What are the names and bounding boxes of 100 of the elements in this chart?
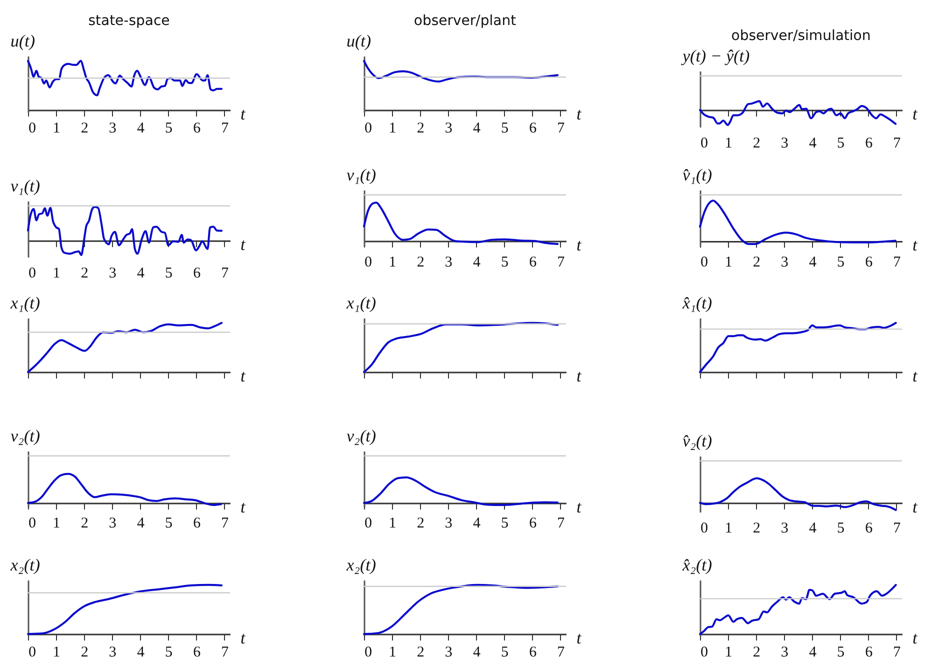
x-tick-label: 1 bbox=[388, 516, 396, 532]
y-axis-title: x̂₁(t) bbox=[682, 294, 712, 312]
chart-title: observer/plant bbox=[414, 13, 517, 29]
x-tick-label: 4 bbox=[136, 120, 145, 136]
y-axis-title: x₂(t) bbox=[346, 556, 376, 574]
x-tick-label: 6 bbox=[865, 520, 874, 536]
x-tick-label: 6 bbox=[193, 644, 202, 660]
x-tick-label: 7 bbox=[557, 254, 566, 270]
x-tick-label: 2 bbox=[752, 644, 760, 660]
x-tick-label: 6 bbox=[865, 644, 874, 660]
x-tick-label: 6 bbox=[529, 120, 538, 136]
chart-title: observer/simulation bbox=[731, 28, 871, 44]
x-axis-title: t bbox=[240, 498, 246, 516]
x-tick-label: 7 bbox=[893, 520, 902, 536]
x-tick-label: 3 bbox=[780, 254, 788, 270]
x-tick-label: 7 bbox=[893, 644, 902, 660]
x-tick-label: 0 bbox=[700, 644, 708, 660]
x-tick-label: 7 bbox=[221, 266, 230, 282]
x-axis-title: t bbox=[240, 628, 246, 648]
x-tick-label: 1 bbox=[52, 120, 60, 136]
y-axis-title: v₂(t) bbox=[10, 426, 40, 446]
x-tick-label: 0 bbox=[28, 266, 36, 282]
x-axis-title: t bbox=[576, 235, 582, 254]
x-tick-label: 2 bbox=[416, 516, 424, 532]
x-tick-label: 7 bbox=[221, 120, 230, 136]
x-axis-title: t bbox=[576, 104, 582, 124]
x-tick-label: 6 bbox=[529, 254, 538, 270]
x-tick-label: 0 bbox=[28, 644, 36, 660]
x-axis-title: t bbox=[912, 366, 918, 386]
x-tick-label: 4 bbox=[472, 516, 481, 532]
x-tick-label: 3 bbox=[780, 644, 788, 660]
x-tick-label: 4 bbox=[472, 254, 481, 270]
x-tick-label: 1 bbox=[724, 136, 732, 152]
x-tick-label: 5 bbox=[837, 254, 845, 270]
x-tick-label: 4 bbox=[808, 254, 817, 270]
x-tick-label: 3 bbox=[108, 266, 116, 282]
x-tick-label: 2 bbox=[752, 136, 760, 152]
x-axis-title: t bbox=[912, 104, 918, 124]
x-tick-label: 3 bbox=[108, 516, 116, 532]
x-axis-title: t bbox=[576, 497, 582, 516]
y-axis-title: x₁(t) bbox=[10, 294, 40, 312]
x-axis-title: t bbox=[240, 235, 246, 254]
x-tick-label: 5 bbox=[837, 136, 845, 152]
x-tick-label: 0 bbox=[364, 120, 372, 136]
x-tick-label: 1 bbox=[724, 520, 732, 536]
x-tick-label: 1 bbox=[52, 266, 60, 282]
x-axis-title: t bbox=[240, 104, 246, 124]
x-tick-label: 5 bbox=[165, 120, 173, 136]
x-tick-label: 1 bbox=[724, 254, 732, 270]
x-tick-label: 1 bbox=[724, 644, 732, 660]
x-tick-label: 7 bbox=[221, 516, 230, 532]
x-tick-label: 7 bbox=[557, 120, 566, 136]
x-tick-label: 7 bbox=[557, 516, 566, 532]
x-tick-label: 6 bbox=[529, 644, 538, 660]
x-tick-label: 0 bbox=[364, 254, 372, 270]
x-tick-label: 1 bbox=[52, 644, 60, 660]
x-tick-label: 4 bbox=[136, 516, 145, 532]
x-tick-label: 5 bbox=[837, 644, 845, 660]
x-tick-label: 6 bbox=[865, 136, 874, 152]
x-tick-label: 5 bbox=[165, 516, 173, 532]
y-axis-title: v̂₁(t) bbox=[682, 166, 712, 184]
y-axis-title: x̂₂(t) bbox=[682, 556, 712, 574]
x-tick-label: 2 bbox=[80, 644, 88, 660]
x-tick-label: 4 bbox=[472, 120, 481, 136]
x-tick-label: 6 bbox=[865, 254, 874, 270]
x-tick-label: 0 bbox=[28, 516, 36, 532]
x-tick-label: 0 bbox=[700, 136, 708, 152]
x-tick-label: 7 bbox=[557, 644, 566, 660]
y-axis-title: v₁(t) bbox=[346, 166, 376, 184]
y-axis-title: y(t) − ŷ(t) bbox=[680, 46, 750, 66]
x-tick-label: 5 bbox=[501, 254, 509, 270]
x-tick-label: 5 bbox=[837, 520, 845, 536]
x-tick-label: 3 bbox=[780, 136, 788, 152]
x-axis-title: t bbox=[912, 628, 918, 648]
x-tick-label: 2 bbox=[80, 120, 88, 136]
x-axis-title: t bbox=[912, 236, 918, 255]
x-tick-label: 2 bbox=[752, 520, 760, 536]
x-tick-label: 5 bbox=[501, 120, 509, 136]
x-tick-label: 1 bbox=[388, 120, 396, 136]
x-tick-label: 0 bbox=[700, 520, 708, 536]
x-tick-label: 1 bbox=[52, 516, 60, 532]
x-tick-label: 0 bbox=[364, 644, 372, 660]
x-tick-label: 3 bbox=[444, 120, 452, 136]
x-tick-label: 4 bbox=[136, 644, 145, 660]
x-tick-label: 3 bbox=[108, 120, 116, 136]
x-tick-label: 7 bbox=[893, 136, 902, 152]
x-tick-label: 4 bbox=[808, 520, 817, 536]
y-axis-title: x₂(t) bbox=[10, 556, 40, 574]
x-tick-label: 2 bbox=[752, 254, 760, 270]
x-tick-label: 5 bbox=[501, 644, 509, 660]
y-axis-title: v₁(t) bbox=[10, 176, 40, 196]
x-axis-title: t bbox=[912, 497, 918, 516]
x-tick-label: 1 bbox=[388, 254, 396, 270]
x-tick-label: 0 bbox=[364, 516, 372, 532]
x-tick-label: 3 bbox=[444, 516, 452, 532]
x-tick-label: 2 bbox=[80, 516, 88, 532]
x-tick-label: 6 bbox=[529, 516, 538, 532]
x-tick-label: 7 bbox=[221, 644, 230, 660]
x-tick-label: 0 bbox=[700, 254, 708, 270]
y-axis-title: u(t) bbox=[346, 32, 372, 50]
